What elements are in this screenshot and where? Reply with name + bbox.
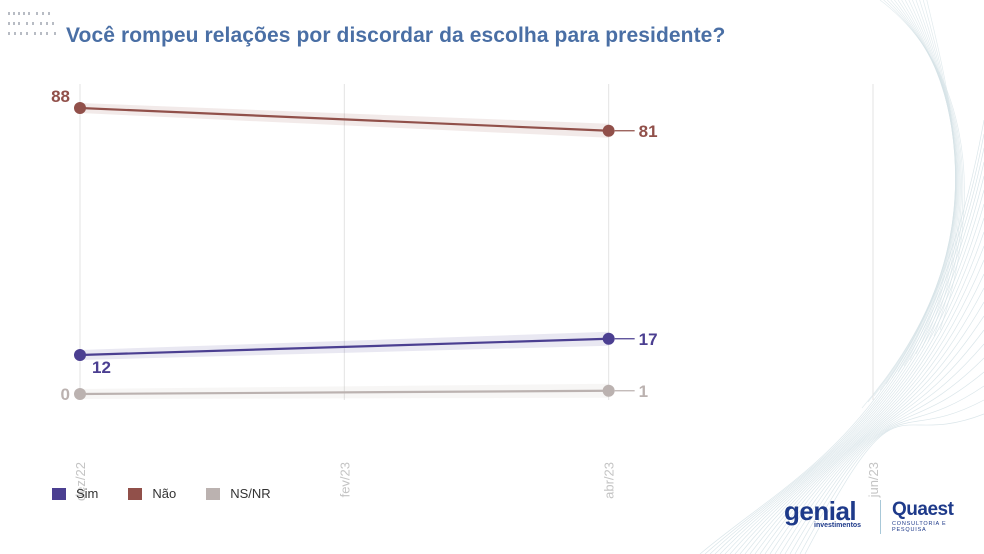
decorative-wave-line (729, 203, 984, 554)
x-tick-label: abr/23 (602, 462, 617, 499)
legend-label-nao: Não (152, 486, 177, 501)
genial-logo-subtext: investimentos (814, 522, 862, 529)
decorative-wave-line (779, 343, 984, 554)
end-value-label: 81 (639, 122, 658, 141)
logo-divider (880, 500, 881, 534)
legend-swatch-nsnr (206, 487, 221, 500)
decorative-wave-line (774, 329, 984, 554)
decorative-wave-line (789, 371, 984, 554)
decorative-wave-line (749, 259, 984, 554)
data-point (602, 124, 615, 137)
decorative-wave-line (744, 245, 984, 554)
decorative-wave-line (709, 147, 984, 554)
end-value-label: 17 (639, 330, 658, 349)
quaest-logo-subtext: CONSULTORIA E PESQUISA (892, 521, 947, 533)
legend-item-nsnr: NS/NR (206, 486, 271, 501)
data-point (74, 388, 86, 400)
decorative-wave-line (719, 175, 984, 554)
legend-label-sim: Sim (76, 486, 99, 501)
brand-logos: genial investimentos Quaest CONSULTORIA … (784, 498, 974, 538)
chart-title: Você rompeu relações por discordar da es… (66, 24, 726, 47)
quaest-logo: Quaest CONSULTORIA E PESQUISA (892, 499, 974, 534)
data-point (602, 384, 615, 397)
decorative-wave-line (883, 0, 964, 337)
start-value-label: 0 (61, 385, 70, 404)
decorative-wave-line (764, 301, 984, 554)
end-value-label: 1 (639, 382, 648, 401)
legend-swatch-nao (128, 487, 143, 500)
series-n-o: 81 88 (51, 87, 658, 141)
legend-swatch-sim (52, 487, 66, 500)
series-line (79, 389, 609, 396)
decorative-wave-line (890, 0, 961, 349)
decorative-wave-line (879, 0, 965, 331)
series-line (79, 337, 609, 357)
decorative-wave-line (734, 217, 984, 554)
decorative-wave-line (784, 357, 984, 554)
decorative-wave-line (754, 273, 984, 554)
legend: Sim Não NS/NR (52, 486, 271, 501)
data-point (74, 102, 86, 114)
decorative-wave-lines (699, 0, 984, 554)
x-tick-label: fev/23 (337, 462, 352, 497)
decorative-wave-line (759, 287, 984, 554)
decorative-wave-line (897, 0, 959, 361)
decorative-wave-line (901, 0, 958, 367)
legend-item-nao: Não (128, 486, 176, 501)
decorative-wave-line (861, 0, 956, 409)
decorative-wave-line (886, 0, 962, 343)
decorative-wave-line (724, 189, 984, 554)
quaest-logo-text: Quaest (892, 499, 954, 520)
decorative-wave-line (799, 399, 984, 554)
data-point (602, 332, 615, 345)
start-value-label: 12 (92, 358, 111, 377)
decorative-wave-line (739, 231, 984, 554)
decorative-wave-line (894, 0, 960, 355)
data-point (74, 349, 86, 361)
decorative-wave-line (704, 133, 984, 554)
series-line (79, 106, 609, 132)
series-ns-nr: 10 (61, 382, 649, 404)
x-tick-label: jun/23 (866, 462, 881, 498)
x-tick-label: dez/22 (73, 462, 88, 501)
decorative-wave-line (897, 0, 958, 373)
x-axis-ticks: dez/22 fev/23 abr/23 jun/23 (73, 462, 881, 501)
decorative-wave-line (769, 315, 984, 554)
start-value-label: 88 (51, 87, 70, 106)
decorative-wave-line (804, 413, 984, 554)
decorative-wave-line (794, 385, 984, 554)
genial-logo: genial investimentos (784, 498, 861, 529)
legend-label-nsnr: NS/NR (230, 486, 271, 501)
genial-logo-text: genial (784, 496, 857, 526)
legend-item-sim: Sim (52, 486, 98, 501)
decorative-dot-grid (8, 12, 56, 35)
